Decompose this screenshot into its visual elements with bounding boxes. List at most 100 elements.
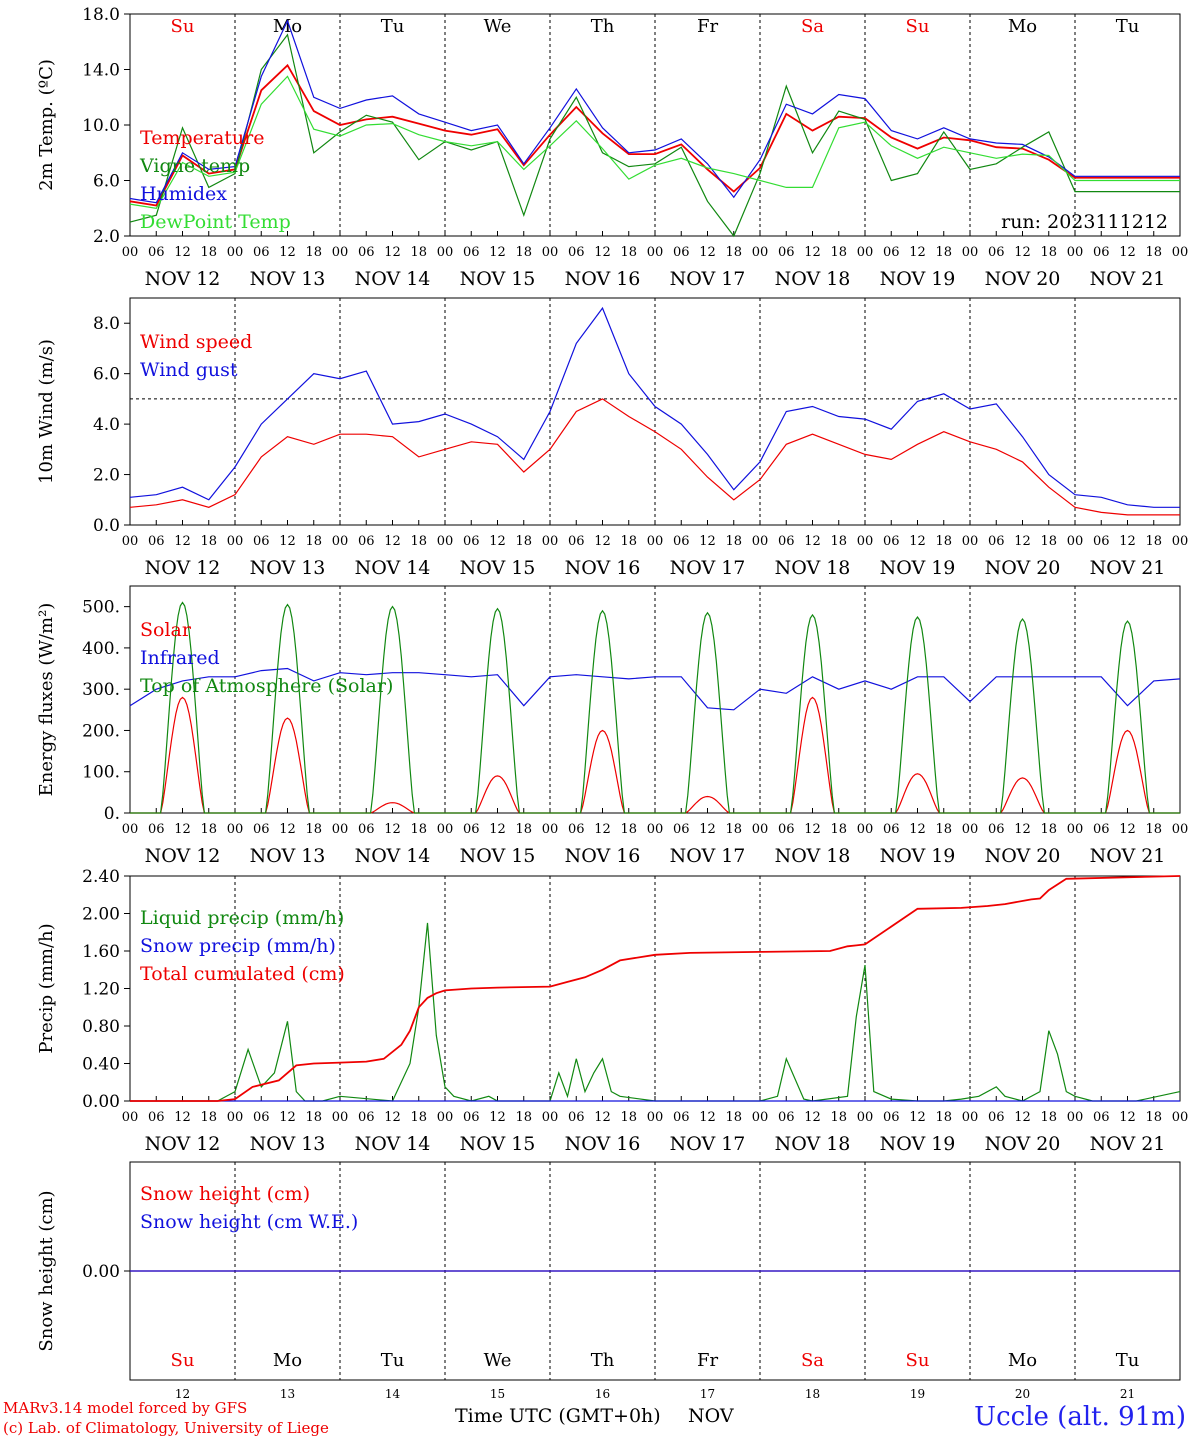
hour-tick-label: 00: [122, 534, 139, 549]
series-line: [129, 19, 1180, 204]
hour-tick-label: 00: [857, 534, 874, 549]
hour-tick-label: 18: [1145, 534, 1162, 549]
run-label: run: 2023111212: [1001, 211, 1168, 233]
date-label: NOV 17: [670, 557, 746, 579]
weekday-label: Mo: [1008, 1350, 1037, 1371]
hour-tick-label: 18: [935, 822, 952, 837]
hour-tick-label: 00: [1172, 245, 1189, 260]
hour-tick-label: 06: [463, 534, 480, 549]
hour-tick-label: 06: [883, 245, 900, 260]
hour-tick-label: 12: [804, 245, 821, 260]
series-line: [130, 601, 1180, 814]
day-number-label: 15: [490, 1387, 505, 1401]
hour-tick-label: 06: [463, 245, 480, 260]
date-label: NOV 20: [985, 557, 1061, 579]
series-line: [129, 63, 1180, 207]
hour-tick-label: 12: [279, 245, 296, 260]
hour-tick-label: 18: [1040, 534, 1057, 549]
hour-tick-label: 00: [647, 1110, 664, 1125]
date-label: NOV 19: [880, 268, 956, 290]
date-label: NOV 19: [880, 557, 956, 579]
hour-tick-label: 18: [515, 534, 532, 549]
hour-tick-label: 06: [358, 245, 375, 260]
hour-tick-label: 18: [410, 1110, 427, 1125]
hour-tick-label: 06: [778, 822, 795, 837]
legend-label: Wind speed: [140, 331, 252, 353]
hour-tick-label: 18: [410, 245, 427, 260]
date-label: NOV 21: [1090, 268, 1166, 290]
hour-tick-label: 12: [594, 245, 611, 260]
hour-tick-label: 12: [1014, 822, 1031, 837]
hour-tick-label: 18: [830, 822, 847, 837]
legend-label: Wind gust: [140, 359, 238, 381]
model-credit: MARv3.14 model forced by GFS: [3, 1399, 248, 1417]
y-tick-label: 1.60: [82, 942, 120, 962]
hour-tick-label: 18: [200, 822, 217, 837]
weekday-label: Su: [906, 16, 930, 37]
y-axis-label: Precip (mm/h): [36, 923, 57, 1053]
hour-tick-label: 06: [358, 534, 375, 549]
y-tick-label: 0.: [104, 804, 120, 824]
hour-tick-label: 06: [358, 822, 375, 837]
day-number-label: 20: [1015, 1387, 1030, 1401]
series-line: [130, 922, 1181, 1102]
date-label: NOV 16: [565, 845, 641, 867]
date-label: NOV 16: [565, 557, 641, 579]
date-label: NOV 17: [670, 1133, 746, 1155]
legend-label: Humidex: [140, 183, 227, 205]
hour-tick-label: 18: [620, 245, 637, 260]
date-label: NOV 12: [145, 268, 221, 290]
date-label: NOV 21: [1090, 557, 1166, 579]
legend-label: Temperature: [140, 127, 264, 149]
hour-tick-label: 06: [148, 822, 165, 837]
hour-tick-label: 00: [1172, 822, 1189, 837]
date-label: NOV 21: [1090, 845, 1166, 867]
hour-tick-label: 12: [174, 534, 191, 549]
hour-tick-label: 00: [857, 245, 874, 260]
legend-label: DewPoint Temp: [140, 211, 291, 233]
hour-tick-label: 00: [1067, 822, 1084, 837]
legend-label: Snow height (cm): [140, 1183, 310, 1205]
weekday-label: Tu: [381, 16, 405, 37]
hour-tick-label: 06: [673, 534, 690, 549]
hour-tick-label: 18: [1040, 1110, 1057, 1125]
date-label: NOV 15: [460, 268, 536, 290]
hour-tick-label: 12: [594, 1110, 611, 1125]
y-tick-label: 10.0: [82, 116, 120, 136]
date-label: NOV 17: [670, 268, 746, 290]
hour-tick-label: 18: [1040, 822, 1057, 837]
hour-tick-label: 12: [279, 534, 296, 549]
y-axis-label: 10m Wind (m/s): [36, 339, 57, 484]
hour-tick-label: 18: [515, 822, 532, 837]
weekday-label: Su: [171, 16, 195, 37]
y-tick-label: 1.20: [82, 980, 120, 1000]
hour-tick-label: 00: [542, 822, 559, 837]
date-label: NOV 16: [565, 1133, 641, 1155]
day-number-label: 19: [910, 1387, 925, 1401]
weekday-label: Sa: [801, 1350, 824, 1371]
date-label: NOV 13: [250, 268, 326, 290]
y-tick-label: 2.00: [82, 905, 120, 925]
hour-tick-label: 18: [1145, 245, 1162, 260]
date-label: NOV 20: [985, 1133, 1061, 1155]
date-label: NOV 12: [145, 1133, 221, 1155]
hour-tick-label: 06: [1093, 1110, 1110, 1125]
legend-label: Solar: [140, 619, 192, 641]
weekday-label: Mo: [273, 1350, 302, 1371]
hour-tick-label: 00: [647, 534, 664, 549]
hour-tick-label: 00: [542, 1110, 559, 1125]
x-axis-title: Time UTC (GMT+0h): [455, 1405, 661, 1427]
date-label: NOV 19: [880, 1133, 956, 1155]
hour-tick-label: 00: [332, 822, 349, 837]
y-tick-label: 200.: [82, 721, 120, 741]
hour-tick-label: 06: [463, 1110, 480, 1125]
hour-tick-label: 12: [699, 822, 716, 837]
hour-tick-label: 18: [620, 1110, 637, 1125]
hour-tick-label: 00: [122, 245, 139, 260]
hour-tick-label: 18: [725, 1110, 742, 1125]
hour-tick-label: 12: [1119, 534, 1136, 549]
hour-tick-label: 06: [148, 245, 165, 260]
hour-tick-label: 06: [253, 534, 270, 549]
hour-tick-label: 00: [1067, 1110, 1084, 1125]
y-tick-label: 2.0: [93, 466, 120, 486]
